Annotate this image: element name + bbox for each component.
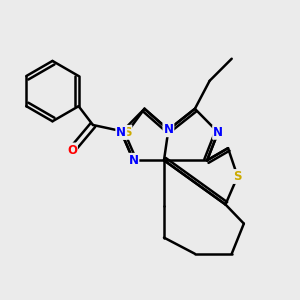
Text: O: O — [67, 143, 77, 157]
Text: N: N — [128, 154, 138, 167]
Text: N: N — [213, 126, 223, 139]
Text: N: N — [116, 126, 126, 139]
Text: S: S — [123, 126, 131, 139]
Text: S: S — [233, 170, 242, 183]
Text: N: N — [164, 123, 173, 136]
